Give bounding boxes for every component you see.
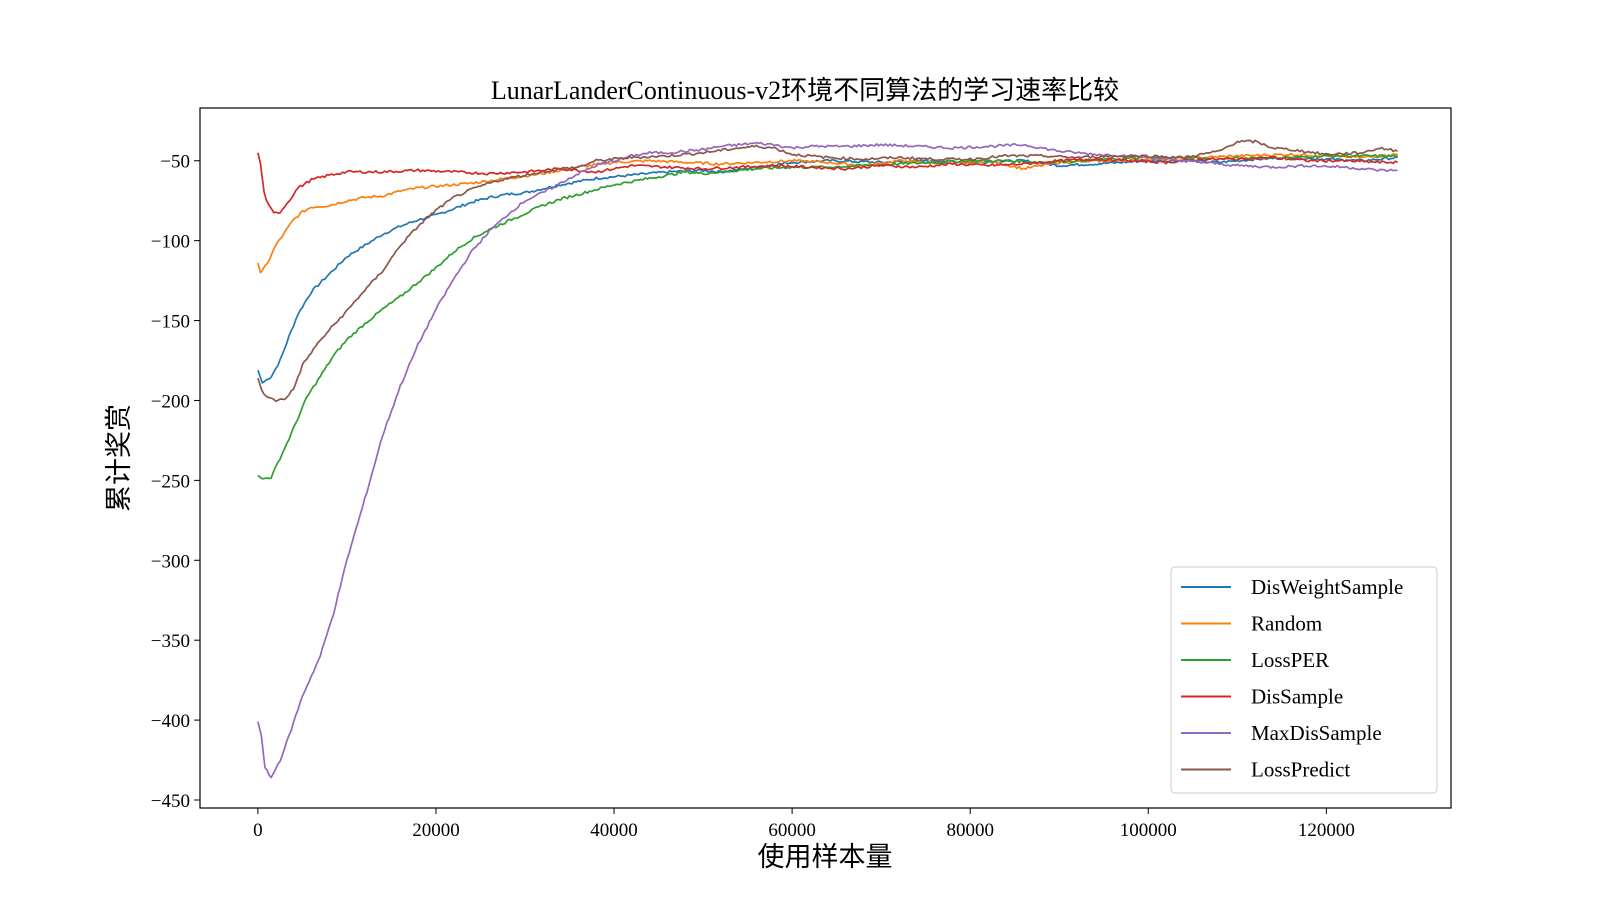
x-axis: 0 20000 40000 60000 80000 100000 120000 xyxy=(253,808,1355,841)
legend-label: LossPredict xyxy=(1251,758,1350,782)
series-line-dissample xyxy=(257,152,1398,214)
x-axis-label: 使用样本量 xyxy=(758,842,893,872)
y-tick-label: −450 xyxy=(151,791,190,812)
y-tick-label: −200 xyxy=(151,391,190,412)
legend: DisWeightSample Random LossPER DisSample Max… xyxy=(1170,566,1438,794)
chart-title: LunarLanderContinuous-v2环境不同算法的学习速率比较 xyxy=(491,76,1119,105)
y-axis: −50 −100 −150 −200 −250 −300 −350 −400 −450 xyxy=(151,152,200,812)
series-line-maxdissample xyxy=(257,141,1398,779)
legend-box xyxy=(1170,566,1438,794)
x-tick-label: 20000 xyxy=(412,820,460,841)
x-tick-label: 0 xyxy=(253,820,263,841)
x-tick-label: 120000 xyxy=(1298,820,1355,841)
y-tick-label: −400 xyxy=(151,711,190,732)
y-tick-label: −300 xyxy=(151,551,190,572)
y-axis-label: 累计奖赏 xyxy=(104,404,134,512)
legend-label: LossPER xyxy=(1251,648,1329,672)
series-line-random xyxy=(257,152,1398,274)
legend-label: Random xyxy=(1251,612,1322,636)
legend-label: DisSample xyxy=(1251,685,1343,709)
legend-label: DisWeightSample xyxy=(1251,575,1403,599)
plot-frame xyxy=(199,107,1452,809)
legend-label: MaxDisSample xyxy=(1251,721,1382,745)
x-tick-label: 80000 xyxy=(946,820,994,841)
y-tick-label: −250 xyxy=(151,471,190,492)
series-line-disweightsample xyxy=(257,155,1398,384)
x-tick-label: 60000 xyxy=(768,820,816,841)
plot-area xyxy=(257,139,1398,779)
y-tick-label: −50 xyxy=(160,152,190,173)
x-tick-label: 40000 xyxy=(590,820,638,841)
y-tick-label: −150 xyxy=(151,312,190,333)
series-line-lossper xyxy=(257,153,1398,480)
y-tick-label: −100 xyxy=(151,232,190,253)
y-tick-label: −350 xyxy=(151,631,190,652)
series-line-losspredict xyxy=(257,139,1398,403)
x-tick-label: 100000 xyxy=(1120,820,1177,841)
